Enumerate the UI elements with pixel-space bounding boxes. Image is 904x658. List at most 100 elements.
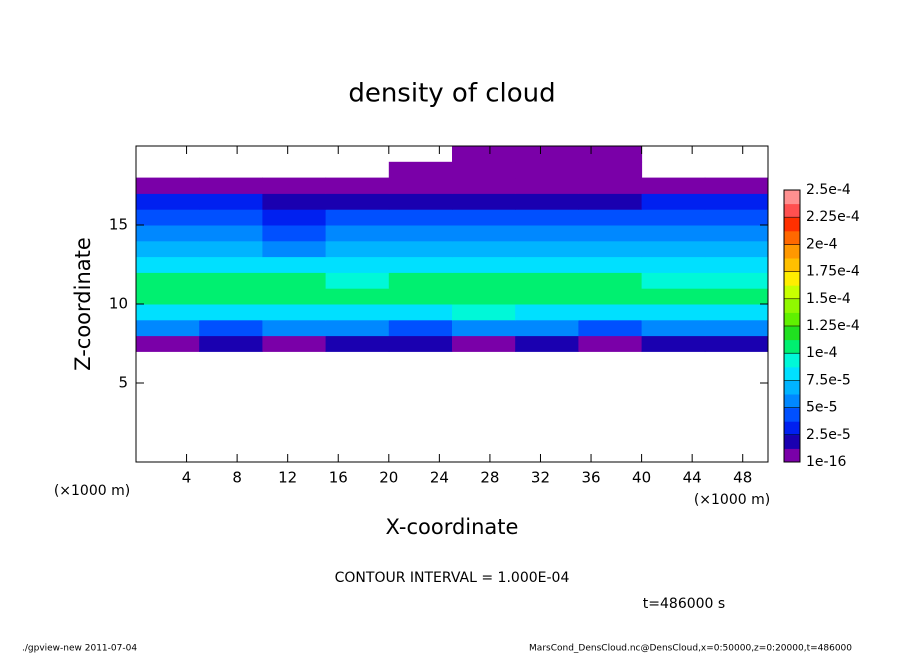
heatmap-cell [388, 225, 453, 242]
heatmap-cell [199, 256, 263, 273]
heatmap-cell [325, 288, 390, 305]
heatmap-cell [641, 225, 706, 242]
heatmap-cell [136, 256, 200, 273]
heatmap-cell [515, 288, 579, 305]
heatmap-cell [452, 193, 516, 210]
x-tick-label: 28 [480, 469, 499, 487]
heatmap-cell [388, 256, 453, 273]
heatmap-cell [262, 209, 327, 226]
colorbar-band [784, 380, 800, 395]
colorbar-band [784, 190, 800, 205]
heatmap-cell [641, 319, 706, 337]
colorbar-band [784, 339, 800, 354]
heatmap-cell [388, 319, 453, 337]
heatmap-cell [262, 256, 327, 273]
heatmap-cell [452, 177, 516, 194]
heatmap-cell [515, 335, 579, 352]
heatmap-cell [704, 256, 769, 273]
heatmap-cell [578, 240, 643, 258]
x-tick-label: 8 [232, 469, 242, 487]
heatmap-cell [452, 335, 516, 352]
colorbar-band [784, 434, 800, 449]
heatmap-cell [388, 209, 453, 226]
colorbar-band [784, 353, 800, 368]
colorbar-band [784, 217, 800, 232]
heatmap-cell [136, 240, 200, 258]
heatmap-cell [262, 335, 327, 352]
heatmap-cell [452, 240, 516, 258]
heatmap-cell [262, 177, 327, 194]
heatmap-cell [199, 272, 263, 289]
heatmap-cell [578, 209, 643, 226]
heatmap-cell [515, 177, 579, 194]
colorbar-band [784, 285, 800, 300]
heatmap-cell [578, 304, 643, 321]
heatmap-cell [704, 177, 769, 194]
heatmap-cell [515, 256, 579, 273]
heatmap-cell [325, 209, 390, 226]
heatmap-cell [452, 272, 516, 289]
heatmap-cell [325, 304, 390, 321]
colorbar-label: 2e-4 [806, 236, 838, 252]
footer-right: MarsCond_DensCloud.nc@DensCloud,x=0:5000… [529, 644, 852, 654]
heatmap-cell [325, 193, 390, 210]
heatmap-cell [578, 177, 643, 194]
colorbar-label: 1e-16 [806, 454, 846, 470]
colorbar-band [784, 394, 800, 409]
heatmap-cell [515, 304, 579, 321]
heatmap-cell [704, 272, 769, 289]
x-tick-label: 32 [531, 469, 550, 487]
colorbar-band [784, 421, 800, 436]
heatmap-cell [641, 240, 706, 258]
heatmap-cell [262, 319, 327, 337]
heatmap-cell [641, 304, 706, 321]
heatmap [136, 146, 769, 352]
colorbar-band [784, 326, 800, 341]
heatmap-cell [452, 161, 516, 179]
heatmap-cell [704, 240, 769, 258]
heatmap-cell [388, 177, 453, 194]
x-tick-label: 20 [379, 469, 398, 487]
colorbar-band [784, 230, 800, 245]
heatmap-cell [262, 240, 327, 258]
contour-note: CONTOUR INTERVAL = 1.000E-04 [335, 570, 570, 586]
heatmap-cell [452, 319, 516, 337]
heatmap-cell [199, 193, 263, 210]
x-tick-label: 44 [683, 469, 702, 487]
heatmap-cell [262, 225, 327, 242]
heatmap-cell [578, 256, 643, 273]
heatmap-cell [452, 146, 516, 163]
heatmap-cell [515, 319, 579, 337]
heatmap-cell [641, 193, 706, 210]
heatmap-cell [199, 240, 263, 258]
heatmap-cell [452, 225, 516, 242]
y-unit: (×1000 m) [54, 483, 130, 499]
heatmap-cell [704, 335, 769, 352]
heatmap-cell [515, 209, 579, 226]
x-tick-label: 48 [733, 469, 752, 487]
heatmap-cell [388, 304, 453, 321]
x-tick-label: 40 [632, 469, 651, 487]
heatmap-cell [641, 177, 706, 194]
colorbar-label: 2.25e-4 [806, 209, 860, 225]
heatmap-cell [325, 272, 390, 289]
y-tick-label: 5 [118, 374, 128, 392]
x-tick-label: 12 [278, 469, 297, 487]
heatmap-cell [325, 225, 390, 242]
heatmap-cell [388, 161, 453, 179]
chart-title: density of cloud [348, 79, 555, 109]
heatmap-cell [641, 272, 706, 289]
colorbar-band [784, 312, 800, 327]
colorbar-band [784, 448, 800, 463]
heatmap-cell [388, 335, 453, 352]
heatmap-cell [641, 288, 706, 305]
heatmap-cell [452, 256, 516, 273]
colorbar-label: 1.75e-4 [806, 264, 860, 280]
heatmap-cell [199, 304, 263, 321]
heatmap-cell [199, 225, 263, 242]
footer-left: ./gpview-new 2011-07-04 [22, 644, 137, 654]
heatmap-cell [199, 177, 263, 194]
heatmap-cell [388, 288, 453, 305]
